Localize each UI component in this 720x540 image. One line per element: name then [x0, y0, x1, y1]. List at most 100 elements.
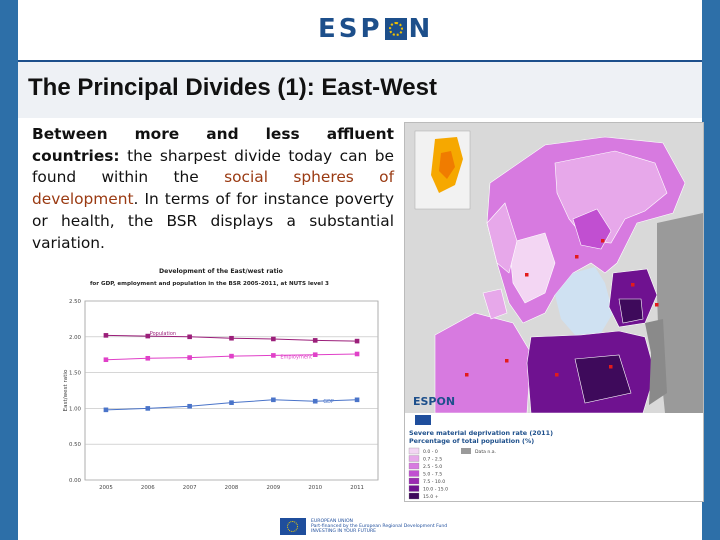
left-accent-bar — [0, 0, 18, 540]
title-band — [18, 62, 702, 118]
legend-class-label: 10.0 - 15.0 — [423, 487, 448, 493]
logo-text-right: N — [408, 14, 434, 44]
y-tick-label: 0.50 — [69, 442, 82, 448]
region-latvia — [618, 298, 644, 324]
x-tick-label: 2007 — [183, 485, 197, 491]
series-label: GDP — [323, 399, 334, 405]
region-norway-west — [486, 202, 518, 274]
data-point — [145, 355, 151, 361]
legend-class-label: 2.5 - 5.0 — [423, 464, 442, 470]
right-accent-bar — [702, 0, 720, 540]
data-point — [271, 353, 276, 358]
region-belarus — [645, 319, 667, 405]
data-point — [145, 333, 151, 339]
title-rule — [18, 60, 702, 62]
chart-title: Development of the East/west ratio — [159, 268, 283, 275]
legend-swatch — [408, 447, 420, 455]
data-point — [187, 403, 192, 409]
city-marker — [609, 365, 613, 369]
legend-swatch — [408, 470, 420, 477]
x-tick-label: 2009 — [266, 485, 280, 491]
body-highlight: social spheres of development — [32, 168, 394, 209]
espon-logo: ESP N — [318, 14, 433, 44]
city-marker — [631, 283, 635, 287]
legend-subtitle: Percentage of total population (%) — [409, 437, 534, 445]
chart-svg: Development of the East/west ratio for GD… — [63, 268, 379, 491]
legend-swatch — [408, 485, 420, 492]
east-west-ratio-chart: Development of the East/west ratio for GD… — [58, 258, 392, 498]
legend-class-label: 0.7 - 2.5 — [423, 457, 442, 463]
logo-stars-icon — [384, 18, 407, 40]
data-point — [312, 398, 318, 404]
chart-subtitle: for GDP, employment and population in th… — [90, 281, 329, 287]
legend-nodata-label: Data n.a. — [475, 449, 496, 455]
data-point — [354, 397, 360, 403]
data-point — [103, 407, 109, 413]
legend-swatch — [408, 492, 420, 500]
logo-text-left: ESP — [318, 14, 383, 44]
data-point — [103, 333, 109, 338]
eu-flag-icon — [280, 518, 306, 535]
city-marker — [525, 273, 529, 277]
eu-line-1: EUROPEAN UNION — [311, 518, 353, 524]
data-point — [229, 335, 234, 341]
legend-class-label: 15.0 + — [423, 494, 439, 500]
data-point — [229, 400, 234, 405]
x-tick-label: 2011 — [350, 485, 364, 491]
baltic-sea — [555, 267, 613, 335]
data-point — [187, 334, 192, 340]
x-tick-label: 2008 — [225, 485, 239, 491]
y-tick-label: 1.00 — [69, 406, 82, 412]
data-point — [354, 351, 360, 357]
eu-line-2: Part-financed by the European Regional D… — [311, 523, 448, 529]
map-espon-mark: ESPON — [413, 395, 455, 408]
data-point — [103, 357, 109, 363]
region-poland-east — [574, 354, 632, 404]
legend-nodata-swatch — [461, 448, 471, 454]
city-marker — [465, 373, 469, 377]
body-bold-lead: Between more and less affluent countries… — [32, 125, 394, 165]
city-marker — [575, 255, 579, 259]
body-paragraph: Between more and less affluent countries… — [32, 124, 394, 254]
x-tick-label: 2006 — [141, 485, 155, 491]
city-marker — [555, 373, 559, 377]
data-point — [354, 338, 360, 344]
y-axis-label: East/west ratio — [63, 369, 69, 411]
eu-logo: EUROPEAN UNION Part-financed by the Euro… — [280, 518, 447, 535]
eu-text-block: EUROPEAN UNION Part-financed by the Euro… — [311, 519, 447, 535]
series-label: Population — [150, 331, 176, 337]
data-point — [145, 406, 151, 411]
map-svg: ESPON Severe material deprivation rate (2… — [405, 123, 703, 501]
series-label: Employment — [280, 354, 312, 360]
eu-line-3: INVESTING IN YOUR FUTURE — [311, 529, 377, 535]
data-point — [271, 397, 276, 403]
data-point — [312, 338, 318, 343]
legend-class-label: 7.5 - 10.0 — [423, 479, 445, 485]
legend-class-label: 5.0 - 7.5 — [423, 472, 442, 478]
inset-highlight — [439, 151, 455, 179]
data-point — [187, 355, 192, 360]
data-point — [312, 352, 318, 357]
plot-frame — [84, 300, 379, 481]
region-russia — [657, 213, 703, 413]
legend-eu-flag-icon — [415, 415, 431, 425]
data-point — [229, 353, 234, 359]
y-tick-label: 0.00 — [69, 478, 82, 484]
y-tick-label: 1.50 — [69, 371, 82, 377]
region-denmark — [482, 288, 508, 320]
city-marker — [601, 239, 605, 243]
legend-swatch — [408, 455, 420, 462]
deprivation-map: ESPON Severe material deprivation rate (2… — [404, 122, 704, 502]
legend-class-label: 0.0 - 0 — [423, 449, 438, 455]
city-marker — [505, 359, 509, 363]
y-tick-label: 2.00 — [69, 335, 82, 341]
city-marker — [655, 303, 659, 307]
region-south-sweden — [508, 232, 556, 304]
body-text-2: . In terms of for instance poverty or he… — [32, 190, 394, 252]
y-tick-label: 2.50 — [69, 299, 82, 305]
legend-swatch — [408, 462, 420, 470]
legend-swatch — [408, 477, 420, 485]
x-tick-label: 2010 — [308, 485, 322, 491]
x-tick-label: 2005 — [99, 485, 113, 491]
body-text-1: the sharpest divide today can be found w… — [32, 146, 394, 187]
